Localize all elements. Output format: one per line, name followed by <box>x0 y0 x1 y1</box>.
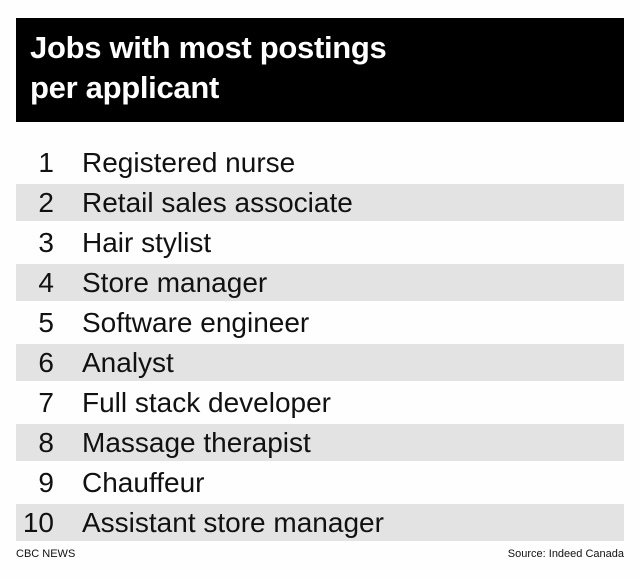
list-item: 9 Chauffeur <box>16 464 624 501</box>
rank-number: 1 <box>38 147 54 178</box>
job-title: Analyst <box>82 347 174 378</box>
title-banner: Jobs with most postings per applicant <box>16 18 624 122</box>
rank-number: 8 <box>38 427 54 458</box>
title-line-2: per applicant <box>30 70 220 105</box>
list-item: 6 Analyst <box>16 344 624 381</box>
rank-number: 5 <box>38 307 54 338</box>
job-title: Store manager <box>82 267 268 298</box>
rank-number: 3 <box>38 227 54 258</box>
rank-number: 4 <box>38 267 54 298</box>
rank-number: 9 <box>38 467 54 498</box>
title-line-1: Jobs with most postings <box>30 30 387 65</box>
job-title: Retail sales associate <box>82 187 353 218</box>
rank-number: 10 <box>22 507 54 538</box>
list-item: 10 Assistant store manager <box>16 504 624 541</box>
job-title: Full stack developer <box>82 387 332 418</box>
ranked-list: 1 Registered nurse 2 Retail sales associate… <box>16 144 624 544</box>
credit-text: CBC NEWS <box>16 548 76 560</box>
rank-number: 2 <box>38 187 54 218</box>
job-title: Massage therapist <box>82 427 311 458</box>
list-item: 2 Retail sales associate <box>16 184 624 221</box>
source-text: Source: Indeed Canada <box>507 548 624 560</box>
job-title: Chauffeur <box>82 467 205 498</box>
job-title: Hair stylist <box>82 227 212 258</box>
job-title: Software engineer <box>82 307 310 338</box>
list-item: 7 Full stack developer <box>16 384 624 421</box>
rank-number: 7 <box>38 387 54 418</box>
list-item: 4 Store manager <box>16 264 624 301</box>
job-title: Assistant store manager <box>82 507 384 538</box>
list-item: 5 Software engineer <box>16 304 624 341</box>
rank-number: 6 <box>38 347 54 378</box>
page-title: Jobs with most postings per applicant <box>30 28 387 108</box>
list-item: 3 Hair stylist <box>16 224 624 261</box>
list-item: 1 Registered nurse <box>16 144 624 181</box>
job-title: Registered nurse <box>82 147 296 178</box>
list-item: 8 Massage therapist <box>16 424 624 461</box>
